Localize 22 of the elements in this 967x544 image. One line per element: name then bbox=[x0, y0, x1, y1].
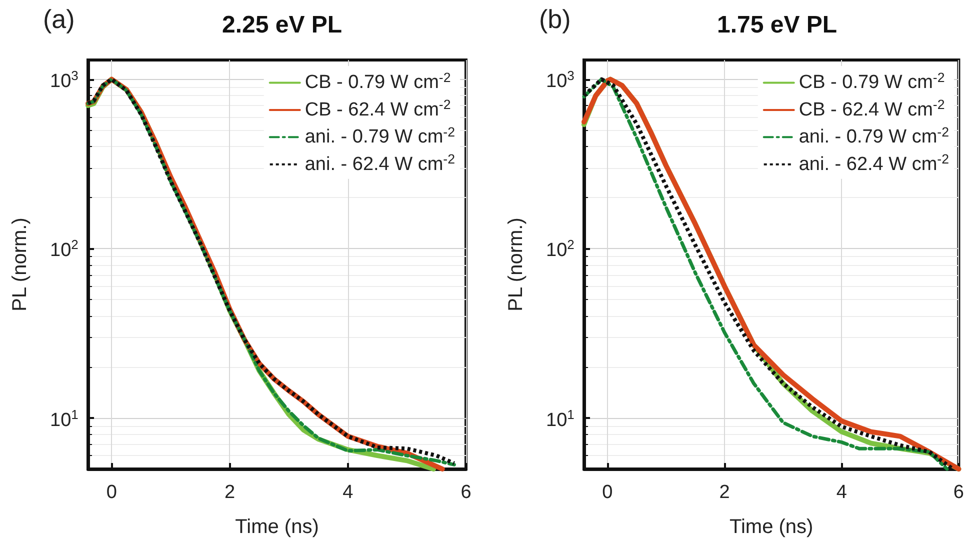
x-tick-label: 2 bbox=[224, 482, 236, 503]
x-tick-label: 6 bbox=[953, 482, 964, 503]
text: (a) bbox=[43, 4, 75, 34]
y-tick-label: 10$^{1}$ bbox=[546, 406, 574, 431]
x-tick-label: 2 bbox=[719, 482, 730, 503]
x-axis-title: Time (ns) bbox=[235, 516, 319, 538]
y-axis-title: PL (norm.) bbox=[505, 218, 527, 312]
x-tick-label: 6 bbox=[460, 482, 472, 503]
y-tick-label: 10$^{2}$ bbox=[546, 237, 574, 262]
y-tick-label: 10$^{1}$ bbox=[50, 406, 78, 431]
x-tick-label: 0 bbox=[106, 482, 117, 503]
x-tick-label: 4 bbox=[836, 482, 848, 503]
x-tick-label: 0 bbox=[602, 482, 613, 503]
text: (b) bbox=[539, 4, 571, 34]
y-tick-label: 10$^{2}$ bbox=[50, 237, 78, 262]
x-tick-label: 4 bbox=[342, 482, 354, 503]
y-tick-label: 10$^{3}$ bbox=[50, 68, 78, 92]
x-axis-title: Time (ns) bbox=[730, 516, 814, 538]
chart-title: 2.25 eV PL bbox=[222, 12, 342, 38]
chart-title: 1.75 eV PL bbox=[716, 12, 838, 38]
y-tick-label: 10$^{3}$ bbox=[546, 68, 574, 92]
y-axis-title: PL (norm.) bbox=[9, 218, 31, 312]
